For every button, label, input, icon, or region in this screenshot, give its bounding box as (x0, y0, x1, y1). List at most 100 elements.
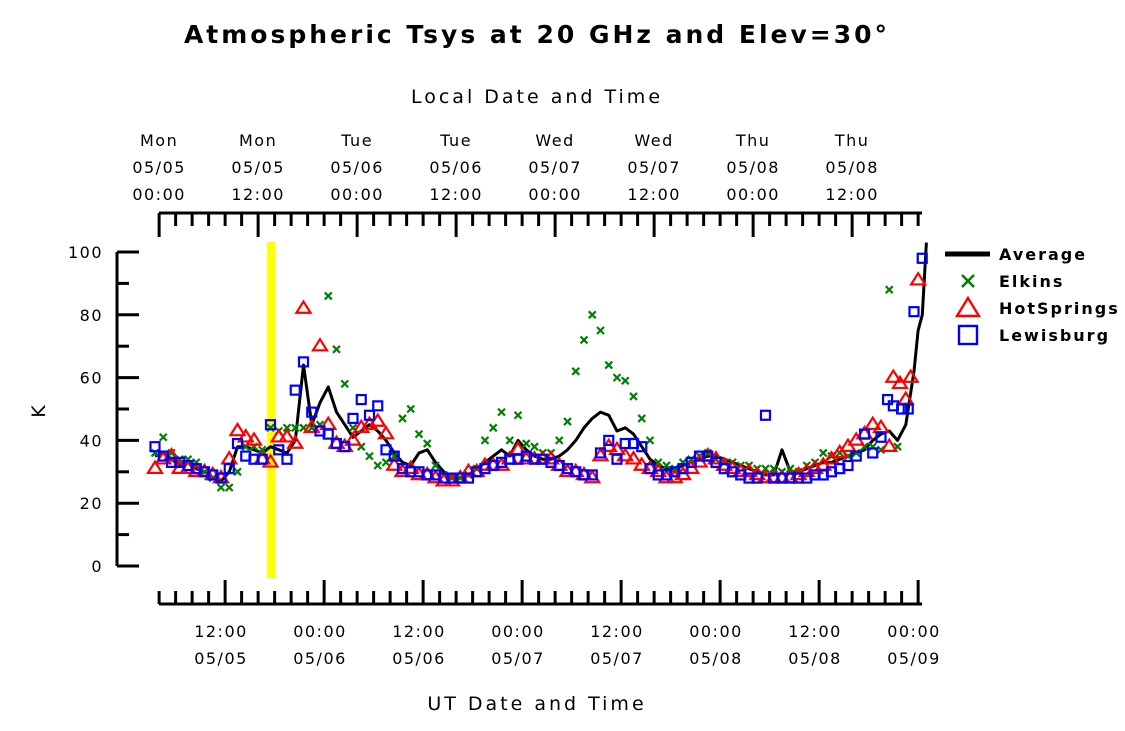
bottom-tick-time: 00:00 (689, 622, 743, 641)
point-lewisburg (372, 400, 384, 412)
top-tick-time: 12:00 (231, 185, 285, 204)
top-tick-time: 00:00 (726, 185, 780, 204)
point-hotsprings (245, 431, 263, 446)
point-elkins (554, 436, 564, 445)
point-hotsprings (901, 368, 920, 383)
point-elkins (340, 379, 350, 389)
point-elkins (785, 464, 795, 473)
point-lewisburg (355, 393, 367, 406)
point-lewisburg (289, 384, 301, 396)
top-tick-time: 00:00 (330, 185, 384, 204)
point-lewisburg (297, 356, 310, 368)
point-elkins (563, 417, 572, 426)
legend-square-marker (957, 324, 979, 346)
top-tick-day: Tue (439, 131, 472, 150)
point-lewisburg (611, 453, 623, 465)
bottom-tick-time: 12:00 (590, 622, 644, 641)
point-elkins (497, 407, 506, 417)
point-elkins (818, 448, 828, 458)
top-tick-day: Mon (239, 131, 277, 150)
point-lewisburg (149, 441, 161, 453)
top-tick-time: 12:00 (429, 185, 483, 204)
point-elkins (587, 310, 597, 320)
point-elkins (365, 451, 374, 461)
point-lewisburg (858, 428, 871, 440)
point-hotsprings (236, 428, 255, 443)
y-tick-label: 20 (80, 494, 103, 513)
bottom-tick-time: 12:00 (788, 622, 842, 641)
point-elkins (505, 436, 515, 445)
point-lewisburg (264, 419, 277, 431)
bottom-tick-date: 05/08 (689, 649, 743, 668)
point-lewisburg (908, 306, 920, 318)
point-elkins (653, 458, 663, 467)
legend-label: Average (999, 245, 1087, 264)
point-elkins (233, 467, 242, 477)
point-elkins (620, 376, 630, 386)
legend-label: Elkins (999, 272, 1064, 291)
point-elkins (530, 442, 539, 451)
point-elkins (398, 414, 407, 423)
y-axis-label: K (28, 402, 50, 417)
plot-area (146, 242, 928, 492)
legend-item-hotsprings: HotSprings (954, 295, 1118, 318)
top-tick-date: 05/07 (528, 158, 582, 177)
top-tick-time: 12:00 (825, 185, 879, 204)
bottom-tick-time: 00:00 (293, 622, 347, 641)
legend-label: Lewisburg (999, 326, 1110, 345)
point-lewisburg (842, 459, 854, 472)
point-elkins (480, 436, 490, 445)
top-axis: Mon 05/05 00:00 Mon 05/05 12:00 Tue 05/06 00:00 T… (132, 131, 922, 237)
top-tick-day: Tue (340, 131, 373, 150)
legend-item-average: Average (945, 245, 1087, 264)
point-elkins (373, 461, 383, 470)
top-tick-time: 00:00 (132, 185, 186, 204)
point-elkins (431, 461, 440, 470)
point-elkins (513, 411, 523, 420)
top-tick-day: Thu (834, 131, 870, 150)
bottom-tick-time: 12:00 (194, 622, 248, 641)
chart-title: Atmospheric Tsys at 20 GHz and Elev=30° (184, 20, 890, 49)
point-lewisburg (636, 441, 648, 453)
point-lewisburg (586, 469, 598, 481)
top-tick-date: 05/06 (429, 158, 483, 177)
top-tick-date: 05/08 (825, 158, 879, 177)
point-elkins (389, 451, 399, 461)
top-tick-day: Wed (634, 131, 673, 150)
top-tick-date: 05/05 (231, 158, 285, 177)
point-lewisburg (644, 463, 656, 475)
point-elkins (323, 291, 333, 301)
point-hotsprings (228, 421, 247, 437)
top-tick-day: Mon (140, 131, 178, 150)
x-axis-label: UT Date and Time (427, 693, 646, 715)
top-tick-time: 00:00 (528, 185, 582, 204)
point-lewisburg (223, 463, 235, 475)
point-elkins (158, 432, 168, 442)
point-lewisburg (256, 453, 268, 465)
left-axis: 0 20 40 60 80 100 (68, 243, 139, 576)
bottom-tick-time: 12:00 (392, 622, 446, 641)
top-tick-date: 05/06 (330, 158, 384, 177)
top-tick-day: Thu (735, 131, 771, 150)
top-tick-date: 05/05 (132, 158, 186, 177)
point-lewisburg (867, 447, 879, 459)
point-elkins (604, 360, 614, 370)
y-tick-label: 100 (68, 243, 103, 262)
point-hotsprings (286, 434, 305, 449)
point-elkins (571, 367, 581, 376)
bottom-tick-date: 05/05 (194, 649, 248, 668)
point-lewisburg (881, 393, 894, 406)
point-lewisburg (281, 453, 293, 465)
point-elkins (521, 439, 531, 448)
point-lewisburg (751, 472, 763, 484)
bottom-tick-date: 05/09 (887, 649, 941, 668)
point-lewisburg (850, 450, 862, 462)
point-elkins (414, 429, 424, 439)
point-lewisburg (388, 450, 400, 462)
y-tick-label: 40 (80, 431, 103, 450)
point-lewisburg (702, 450, 714, 462)
point-elkins (637, 414, 647, 423)
point-hotsprings (311, 337, 329, 352)
point-lewisburg (306, 406, 318, 418)
